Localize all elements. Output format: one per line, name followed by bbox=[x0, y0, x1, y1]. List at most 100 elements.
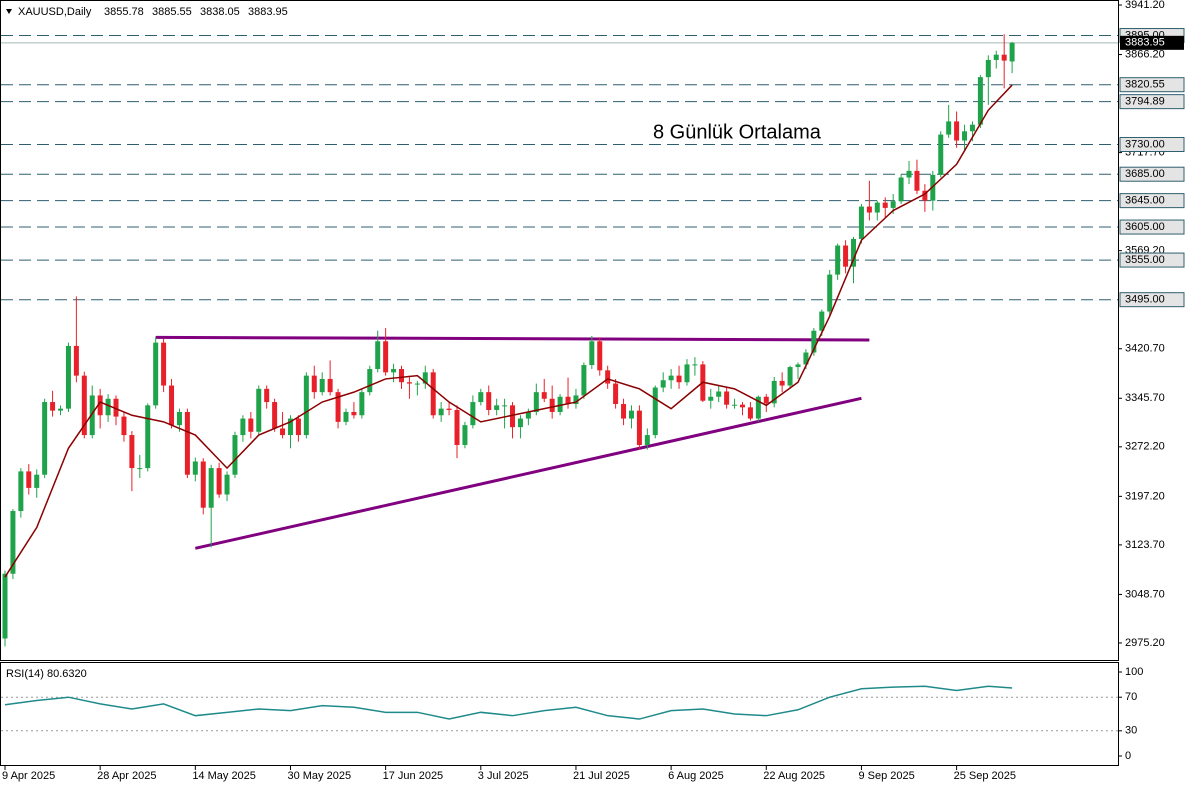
candle-body bbox=[129, 435, 135, 469]
x-tick-label: 14 May 2025 bbox=[192, 770, 256, 782]
candle-body bbox=[755, 396, 761, 419]
candle-body bbox=[827, 274, 833, 312]
candle-body bbox=[248, 418, 254, 432]
x-tick-label: 30 May 2025 bbox=[287, 770, 351, 782]
candle-body bbox=[732, 404, 738, 406]
price-label-box bbox=[1120, 35, 1184, 50]
candle-body bbox=[153, 342, 159, 406]
level-label: 3645.00 bbox=[1125, 195, 1165, 207]
level-label-box bbox=[1119, 252, 1185, 268]
candle-body bbox=[962, 131, 968, 141]
candle-body bbox=[930, 174, 936, 201]
candle-body bbox=[533, 392, 539, 412]
candle-body bbox=[613, 383, 619, 405]
candle-body bbox=[541, 392, 547, 399]
candle-body bbox=[319, 378, 325, 393]
candle-body bbox=[494, 405, 500, 410]
candle-body bbox=[724, 391, 730, 405]
candle-body bbox=[367, 369, 373, 393]
candle-body bbox=[81, 375, 87, 436]
candle-body bbox=[851, 238, 857, 267]
x-tick-label: 25 Sep 2025 bbox=[954, 770, 1016, 782]
candle-body bbox=[256, 388, 262, 432]
level-label-box bbox=[1119, 193, 1185, 209]
candle-body bbox=[327, 378, 333, 393]
candle-body bbox=[874, 202, 880, 213]
candle-body bbox=[866, 206, 872, 213]
candle-body bbox=[652, 387, 658, 436]
price-label: 3883.95 bbox=[1125, 37, 1165, 49]
candle-body bbox=[422, 372, 428, 384]
candle-body bbox=[351, 411, 357, 416]
candle-body bbox=[145, 405, 151, 469]
candle-body bbox=[954, 121, 960, 141]
x-tick-label: 9 Sep 2025 bbox=[858, 770, 914, 782]
candle-body bbox=[549, 398, 555, 412]
level-label-box bbox=[1119, 166, 1185, 182]
candle-body bbox=[1001, 54, 1007, 61]
y-tick-label: 2975.20 bbox=[1125, 637, 1165, 649]
candle-body bbox=[502, 405, 508, 407]
candle-body bbox=[938, 134, 944, 175]
candle-body bbox=[882, 202, 888, 208]
candle-body bbox=[105, 398, 111, 416]
candle-body bbox=[914, 170, 920, 191]
x-tick-label: 22 Aug 2025 bbox=[763, 770, 825, 782]
candle-body bbox=[486, 392, 492, 410]
candle-body bbox=[573, 395, 579, 405]
candle-body bbox=[375, 341, 381, 370]
level-label: 3495.00 bbox=[1125, 294, 1165, 306]
candle-body bbox=[65, 345, 71, 409]
candle-body bbox=[216, 468, 222, 495]
candle-body bbox=[890, 201, 896, 208]
y-tick-label: 3941.20 bbox=[1125, 0, 1165, 11]
main-panel-border bbox=[0, 0, 1119, 661]
candle-body bbox=[343, 411, 349, 422]
candle-body bbox=[668, 375, 674, 381]
candle-body bbox=[811, 330, 817, 353]
candle-body bbox=[200, 461, 206, 508]
open-value: 3855.78 bbox=[104, 6, 144, 18]
candle-body bbox=[470, 402, 476, 426]
candle-body bbox=[763, 396, 769, 404]
candle-body bbox=[708, 396, 714, 401]
y-tick-label: 3123.70 bbox=[1125, 539, 1165, 551]
candle-body bbox=[557, 396, 563, 412]
moving-average bbox=[4, 84, 1013, 578]
rsi-label: RSI(14) 80.6320 bbox=[6, 668, 87, 680]
high-value: 3885.55 bbox=[152, 6, 192, 18]
candle-body bbox=[280, 428, 286, 436]
candle-body bbox=[240, 418, 246, 436]
rsi-tick-label: 70 bbox=[1125, 691, 1137, 703]
candle-body bbox=[898, 177, 904, 202]
trendline bbox=[194, 396, 862, 550]
candle-body bbox=[18, 471, 24, 512]
candle-body bbox=[621, 404, 627, 419]
rsi-tick-label: 0 bbox=[1125, 750, 1131, 762]
candle-body bbox=[10, 511, 16, 574]
candle-body bbox=[462, 425, 468, 445]
candle-body bbox=[272, 402, 278, 429]
candle-body bbox=[605, 370, 611, 384]
candle-body bbox=[399, 369, 404, 383]
candle-body bbox=[287, 418, 293, 436]
candle-body bbox=[676, 375, 682, 383]
candle-body bbox=[176, 411, 182, 426]
candle-body bbox=[478, 392, 484, 403]
level-label-box bbox=[1119, 77, 1185, 93]
y-tick-label: 3048.70 bbox=[1125, 588, 1165, 600]
candle-body bbox=[97, 395, 103, 416]
candle-body bbox=[137, 468, 143, 470]
candle-body bbox=[295, 418, 301, 436]
close-value: 3883.95 bbox=[248, 6, 288, 18]
y-tick-label: 3272.20 bbox=[1125, 441, 1165, 453]
candle-body bbox=[985, 59, 991, 78]
candle-body bbox=[636, 410, 642, 445]
candle-body bbox=[517, 418, 523, 428]
candle-body bbox=[946, 121, 952, 135]
level-label: 3685.00 bbox=[1125, 168, 1165, 180]
level-label: 3730.00 bbox=[1125, 138, 1165, 150]
candle-body bbox=[335, 392, 341, 422]
candle-body bbox=[184, 411, 190, 475]
candle-body bbox=[438, 408, 444, 416]
